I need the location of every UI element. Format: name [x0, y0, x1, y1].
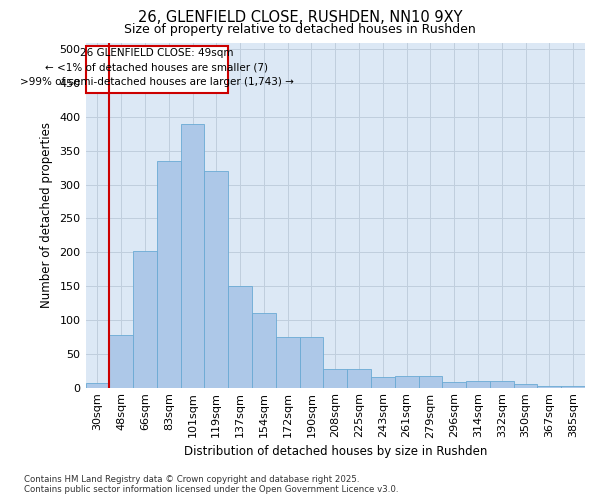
Bar	[538, 386, 561, 388]
Bar	[181, 124, 205, 388]
Bar	[133, 251, 157, 388]
Bar	[109, 335, 133, 388]
Y-axis label: Number of detached properties: Number of detached properties	[40, 122, 53, 308]
Bar	[205, 171, 228, 388]
Bar	[252, 313, 276, 388]
Bar	[419, 376, 442, 388]
Bar	[323, 368, 347, 388]
X-axis label: Distribution of detached houses by size in Rushden: Distribution of detached houses by size …	[184, 444, 487, 458]
Bar	[86, 383, 109, 388]
Text: 26 GLENFIELD CLOSE: 49sqm: 26 GLENFIELD CLOSE: 49sqm	[80, 48, 233, 58]
Bar	[395, 376, 419, 388]
Bar	[299, 337, 323, 388]
Bar	[86, 46, 228, 93]
Bar	[228, 286, 252, 388]
Bar	[466, 381, 490, 388]
Bar	[371, 378, 395, 388]
Bar	[157, 161, 181, 388]
Bar	[514, 384, 538, 388]
Bar	[490, 381, 514, 388]
Text: 26, GLENFIELD CLOSE, RUSHDEN, NN10 9XY: 26, GLENFIELD CLOSE, RUSHDEN, NN10 9XY	[138, 10, 462, 25]
Text: >99% of semi-detached houses are larger (1,743) →: >99% of semi-detached houses are larger …	[20, 78, 294, 88]
Bar	[442, 382, 466, 388]
Bar	[276, 337, 299, 388]
Text: ← <1% of detached houses are smaller (7): ← <1% of detached houses are smaller (7)	[46, 62, 268, 72]
Text: Size of property relative to detached houses in Rushden: Size of property relative to detached ho…	[124, 22, 476, 36]
Bar	[347, 368, 371, 388]
Bar	[561, 386, 585, 388]
Text: Contains HM Land Registry data © Crown copyright and database right 2025.
Contai: Contains HM Land Registry data © Crown c…	[24, 474, 398, 494]
